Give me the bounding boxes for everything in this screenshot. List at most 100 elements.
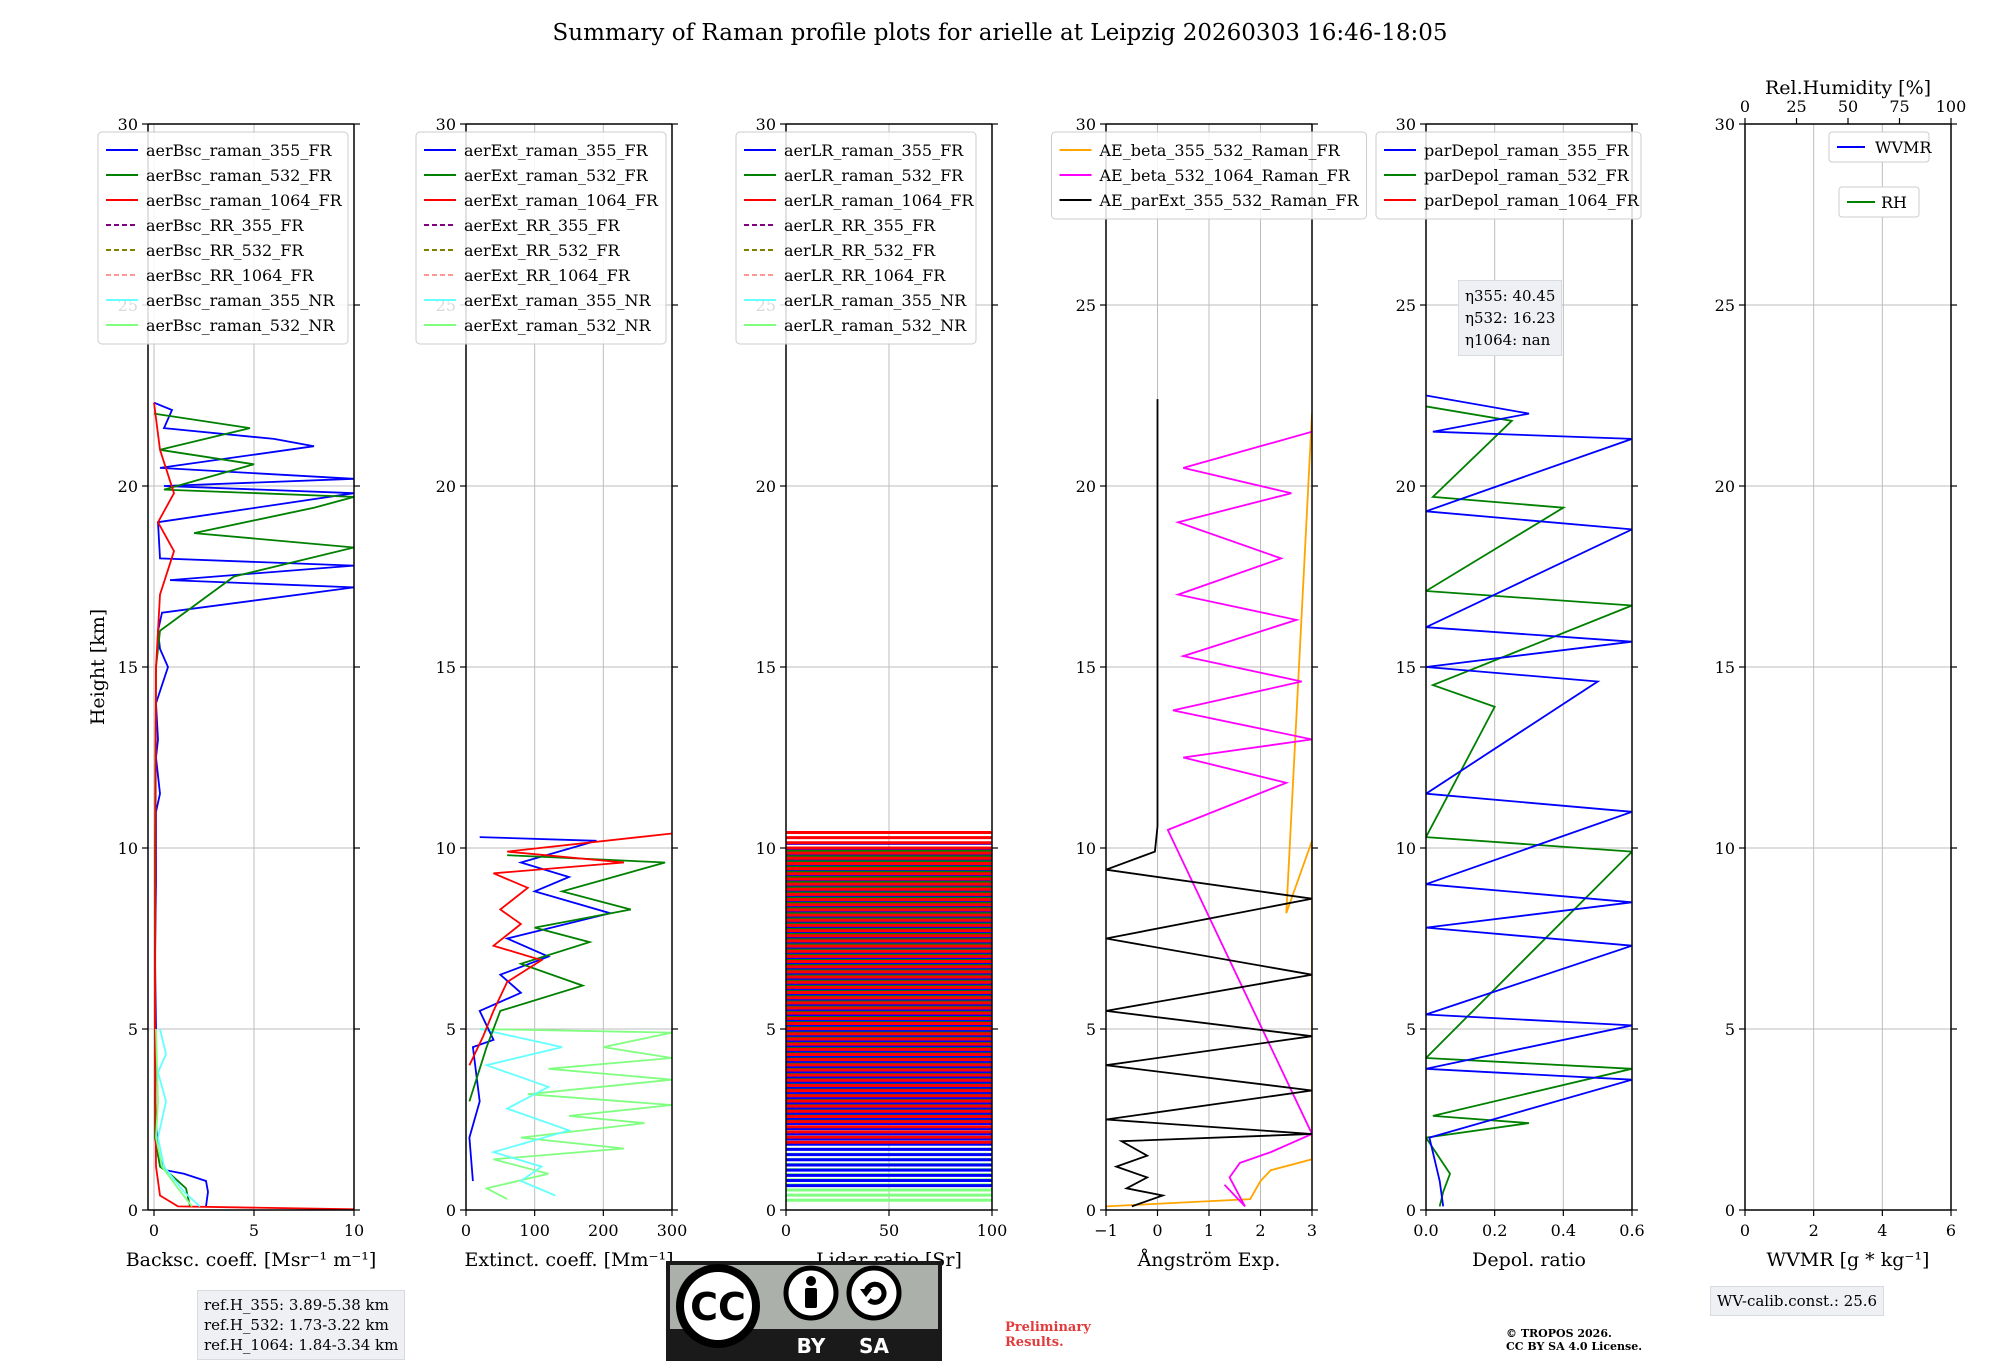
series-group	[1106, 399, 1312, 1208]
x-tick-label: 100	[977, 1221, 1008, 1240]
legend-entry-AE_beta_355_532_Raman_FR: AE_beta_355_532_Raman_FR	[1099, 141, 1341, 160]
preliminary-line-1: Preliminary	[1005, 1320, 1091, 1335]
y-tick-label: 5	[1406, 1020, 1416, 1039]
figure-title: Summary of Raman profile plots for ariel…	[552, 20, 1448, 46]
legend-entry-aerBsc_raman_532_NR: aerBsc_raman_532_NR	[146, 316, 335, 335]
legend-entry-WVMR: WVMR	[1875, 138, 1932, 157]
y-tick-label: 10	[436, 839, 456, 858]
legend-entry-aerBsc_raman_355_FR: aerBsc_raman_355_FR	[146, 141, 332, 160]
y-tick-label: 0	[446, 1201, 456, 1220]
y-tick-label: 15	[436, 658, 456, 677]
y-tick-label: 10	[756, 839, 776, 858]
legend-entry-aerBsc_RR_355_FR: aerBsc_RR_355_FR	[146, 216, 304, 235]
legend-entry-aerBsc_raman_532_FR: aerBsc_raman_532_FR	[146, 166, 332, 185]
chart-lidar_ratio: 051015202530050100Lidar ratio [Sr]aerLR_…	[735, 115, 1008, 1271]
y-tick-label: 5	[1725, 1020, 1735, 1039]
eta-355: η355: 40.45	[1465, 287, 1556, 305]
legend-entry-aerLR_raman_532_FR: aerLR_raman_532_FR	[784, 166, 964, 185]
x-axis-label: Ångström Exp.	[1137, 1249, 1281, 1271]
legend-entry-aerExt_RR_532_FR: aerExt_RR_532_FR	[464, 241, 621, 260]
y-tick-label: 15	[1076, 658, 1096, 677]
x-tick-label: 0.6	[1619, 1221, 1644, 1240]
y-tick-label: 25	[1396, 296, 1416, 315]
series-aerExt_raman_1064_FR	[468, 832, 672, 1066]
series-aerBsc_raman_532_FR	[153, 412, 354, 1207]
person-body-icon	[805, 1288, 817, 1308]
x-tick-label: 0.4	[1551, 1221, 1576, 1240]
y-tick-label: 5	[446, 1020, 456, 1039]
x-tick-label: 0.0	[1413, 1221, 1438, 1240]
y-tick-label: 15	[1715, 658, 1735, 677]
y-tick-label: 20	[1396, 477, 1416, 496]
copyright-line-1: © TROPOS 2026.	[1506, 1327, 1612, 1340]
x-tick-label: 10	[344, 1221, 364, 1240]
legend: AE_beta_355_532_Raman_FR AE_beta_532_1064…	[1051, 131, 1367, 220]
by-text: BY	[797, 1334, 826, 1358]
person-head-icon	[806, 1276, 816, 1286]
x-tick-label: 3	[1307, 1221, 1317, 1240]
y-tick-label: 10	[1076, 839, 1096, 858]
preliminary-results-note: Preliminary Results.	[1005, 1320, 1091, 1350]
legend-entry-AE_beta_532_1064_Raman_FR: AE_beta_532_1064_Raman_FR	[1099, 166, 1351, 185]
y-tick-label: 30	[756, 115, 776, 134]
legend-entry-aerLR_raman_355_NR: aerLR_raman_355_NR	[784, 291, 967, 310]
series-AE_beta_355_532_Raman_FR	[1106, 413, 1312, 1208]
series-aerBsc_raman_1064_FR	[153, 402, 354, 1210]
legend: parDepol_raman_355_FR parDepol_raman_532_…	[1375, 131, 1642, 220]
legend-entry-aerLR_RR_1064_FR: aerLR_RR_1064_FR	[784, 266, 946, 285]
x-tick-label: 200	[588, 1221, 619, 1240]
reference-heights-box: ref.H_355: 3.89-5.38 km ref.H_532: 1.73-…	[197, 1290, 406, 1360]
legend-box	[1838, 186, 1920, 218]
wv-calib-constant: WV-calib.const.: 25.6	[1717, 1292, 1878, 1310]
series-aerBsc_raman_532_NR	[155, 1028, 193, 1207]
chart-extinction: 0510152025300100200300Extinct. coeff. [M…	[415, 115, 687, 1271]
top-x-axis-label: Rel.Humidity [%]	[1765, 77, 1931, 99]
y-tick-label: 30	[436, 115, 456, 134]
legend-entry-aerExt_raman_1064_FR: aerExt_raman_1064_FR	[464, 191, 659, 210]
legend-entry-aerLR_raman_1064_FR: aerLR_raman_1064_FR	[784, 191, 974, 210]
y-axis-label: Height [km]	[87, 609, 109, 725]
wv-calib-box: WV-calib.const.: 25.6	[1710, 1286, 1885, 1316]
legend-entry-parDepol_raman_532_FR: parDepol_raman_532_FR	[1424, 166, 1630, 185]
x-tick-label: 2	[1255, 1221, 1265, 1240]
legend-entry-aerBsc_RR_1064_FR: aerBsc_RR_1064_FR	[146, 266, 315, 285]
sa-share-icon	[846, 1265, 902, 1321]
share-arrowhead-icon	[860, 1289, 872, 1297]
y-tick-label: 20	[756, 477, 776, 496]
y-tick-label: 5	[766, 1020, 776, 1039]
y-tick-label: 25	[1715, 296, 1735, 315]
legend: aerExt_raman_355_FR aerExt_raman_532_FRae…	[415, 131, 667, 345]
legend-entry-aerExt_raman_532_NR: aerExt_raman_532_NR	[464, 316, 652, 335]
y-tick-label: 30	[1396, 115, 1416, 134]
y-tick-label: 0	[1086, 1201, 1096, 1220]
x-tick-label: 6	[1946, 1221, 1956, 1240]
y-tick-label: 20	[1076, 477, 1096, 496]
legend-entry-aerExt_raman_355_FR: aerExt_raman_355_FR	[464, 141, 649, 160]
x-tick-label: −1	[1094, 1221, 1118, 1240]
series-AE_parExt_355_532_Raman_FR	[1106, 399, 1312, 1208]
y-tick-label: 0	[128, 1201, 138, 1220]
x-tick-label: 50	[879, 1221, 899, 1240]
sa-text: SA	[859, 1334, 889, 1358]
legend-box	[415, 131, 667, 345]
chart-depolarization: 0 5 10 15 20 25 30 0.0 0.2 0.4 0.6 Depol. ratio parD…	[1375, 115, 1645, 1271]
x-tick-label: 1	[1204, 1221, 1214, 1240]
copyright-line-2: CC BY SA 4.0 License.	[1506, 1340, 1643, 1353]
legend-entry-aerExt_raman_355_NR: aerExt_raman_355_NR	[464, 291, 652, 310]
y-tick-label: 20	[1715, 477, 1735, 496]
ref-height-1064: ref.H_1064: 1.84-3.34 km	[204, 1336, 399, 1354]
top-x-tick-label: 25	[1786, 97, 1806, 116]
y-tick-label: 30	[1715, 115, 1735, 134]
legend: WVMR RH	[1828, 131, 1932, 218]
y-tick-label: 15	[756, 658, 776, 677]
eta-1064: η1064: nan	[1465, 331, 1551, 349]
legend-entry-aerLR_raman_355_FR: aerLR_raman_355_FR	[784, 141, 964, 160]
x-tick-label: 0.2	[1482, 1221, 1507, 1240]
legend-entry-aerExt_RR_355_FR: aerExt_RR_355_FR	[464, 216, 621, 235]
legend-box	[735, 131, 977, 345]
x-tick-label: 2	[1809, 1221, 1819, 1240]
y-tick-label: 15	[1396, 658, 1416, 677]
legend-entry-parDepol_raman_355_FR: parDepol_raman_355_FR	[1424, 141, 1630, 160]
